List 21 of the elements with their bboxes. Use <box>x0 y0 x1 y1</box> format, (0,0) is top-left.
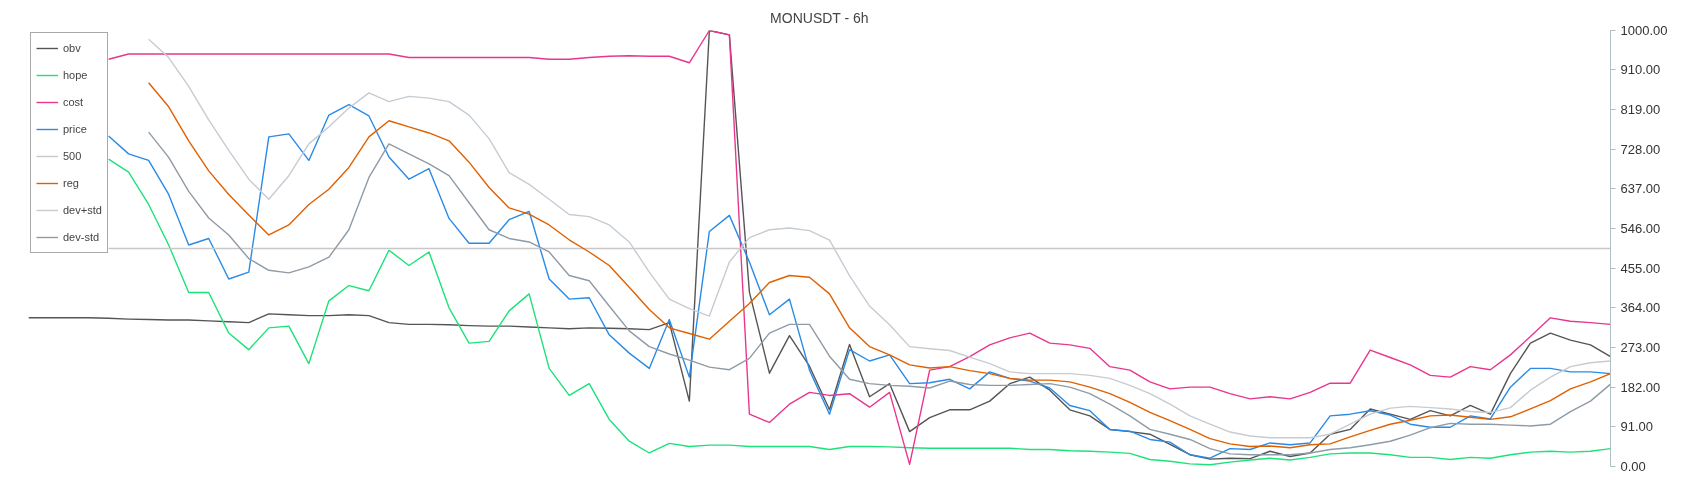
legend-label: dev+std <box>63 204 102 216</box>
y-tick-label: 1000.00 <box>1620 23 1668 38</box>
y-tick-label: 546.00 <box>1620 220 1661 236</box>
y-tick-label: 910.00 <box>1620 62 1661 78</box>
chart-title: MONUSDT - 6h <box>770 9 869 26</box>
y-tick-label: 273.00 <box>1620 339 1661 355</box>
legend-label: cost <box>63 96 84 108</box>
legend-label: dev-std <box>63 231 100 243</box>
y-tick-label: 0.00 <box>1620 459 1646 474</box>
legend-label: hope <box>63 69 88 81</box>
y-tick-label: 637.00 <box>1620 181 1661 197</box>
legend-label: reg <box>63 177 80 189</box>
y-tick-label: 364.00 <box>1620 300 1661 316</box>
y-tick-label: 819.00 <box>1620 101 1661 117</box>
legend-label: price <box>63 123 87 135</box>
y-tick-label: 91.00 <box>1620 419 1654 435</box>
legend-label: 500 <box>63 150 83 162</box>
y-tick-label: 455.00 <box>1620 260 1661 276</box>
y-tick-label: 728.00 <box>1620 141 1661 157</box>
legend-label: obv <box>63 42 82 54</box>
y-tick-label: 182.00 <box>1620 379 1661 395</box>
